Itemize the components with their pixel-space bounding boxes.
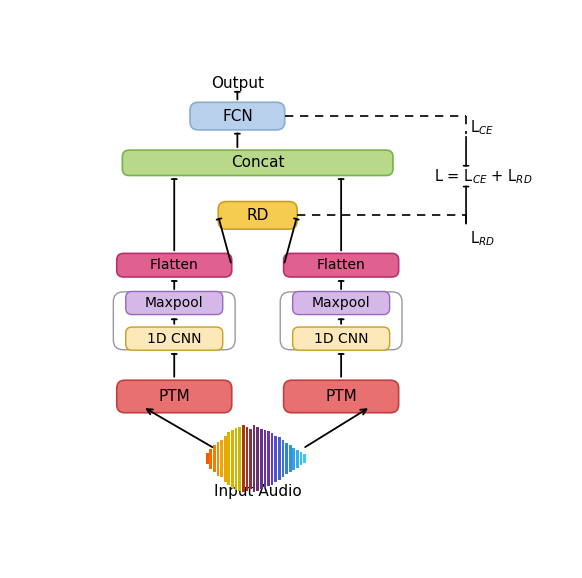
Bar [231,430,234,459]
Bar [274,436,277,459]
Bar [260,428,262,459]
Text: Maxpool: Maxpool [145,296,204,310]
Text: FCN: FCN [222,109,253,124]
Text: Concat: Concat [231,155,285,171]
Text: Output: Output [211,76,264,91]
FancyBboxPatch shape [113,292,235,350]
Text: RD: RD [247,208,269,223]
Bar [303,454,306,459]
FancyBboxPatch shape [126,291,223,314]
Bar [289,459,292,472]
Bar [228,459,230,486]
Text: L$_{CE}$: L$_{CE}$ [470,118,494,136]
Bar [220,440,223,459]
Bar [256,427,259,459]
FancyBboxPatch shape [117,253,232,277]
Bar [224,436,226,459]
Bar [224,459,226,482]
Bar [220,459,223,477]
Bar [217,459,219,476]
Bar [267,459,270,486]
FancyBboxPatch shape [117,380,232,413]
Bar [249,428,252,459]
FancyBboxPatch shape [283,253,399,277]
Bar [231,459,234,488]
Bar [210,459,212,469]
FancyBboxPatch shape [126,327,223,350]
Bar [296,450,299,459]
Bar [206,454,208,459]
Bar [282,459,284,477]
Bar [285,459,288,475]
Bar [289,446,292,459]
Text: PTM: PTM [325,389,357,404]
Text: Flatten: Flatten [150,258,198,272]
Text: L$_{RD}$: L$_{RD}$ [470,229,495,248]
Bar [264,459,266,488]
Bar [235,459,237,490]
Bar [278,438,281,459]
Bar [303,459,306,463]
Bar [296,459,299,468]
FancyBboxPatch shape [281,292,402,350]
FancyBboxPatch shape [283,380,399,413]
Text: Input Audio: Input Audio [214,484,301,499]
Text: Maxpool: Maxpool [312,296,370,310]
Bar [300,452,302,459]
Text: Flatten: Flatten [317,258,365,272]
Text: 1D CNN: 1D CNN [314,332,368,346]
FancyBboxPatch shape [122,150,393,176]
Bar [238,459,241,491]
Text: 1D CNN: 1D CNN [147,332,201,346]
FancyBboxPatch shape [190,102,285,130]
Bar [256,459,259,491]
Bar [246,459,248,491]
Bar [267,431,270,459]
Bar [260,459,262,489]
FancyBboxPatch shape [293,327,389,350]
Bar [228,432,230,459]
FancyBboxPatch shape [293,291,389,314]
Bar [300,459,302,465]
Bar [246,427,248,459]
Bar [238,427,241,459]
Bar [278,459,281,480]
Bar [206,459,208,464]
FancyBboxPatch shape [218,202,297,229]
Bar [235,428,237,459]
Bar [217,442,219,459]
Text: PTM: PTM [158,389,190,404]
Bar [213,446,216,459]
Bar [253,459,255,492]
Bar [249,459,252,489]
Bar [253,425,255,459]
Bar [271,459,274,484]
Bar [271,433,274,459]
Bar [210,449,212,459]
Bar [213,459,216,472]
Bar [292,447,295,459]
Bar [264,430,266,459]
Bar [242,425,244,459]
Bar [282,440,284,459]
Bar [285,443,288,459]
Bar [274,459,277,482]
Text: L = L$_{CE}$ + L$_{RD}$: L = L$_{CE}$ + L$_{RD}$ [434,167,532,186]
Bar [292,459,295,470]
Bar [242,459,244,492]
